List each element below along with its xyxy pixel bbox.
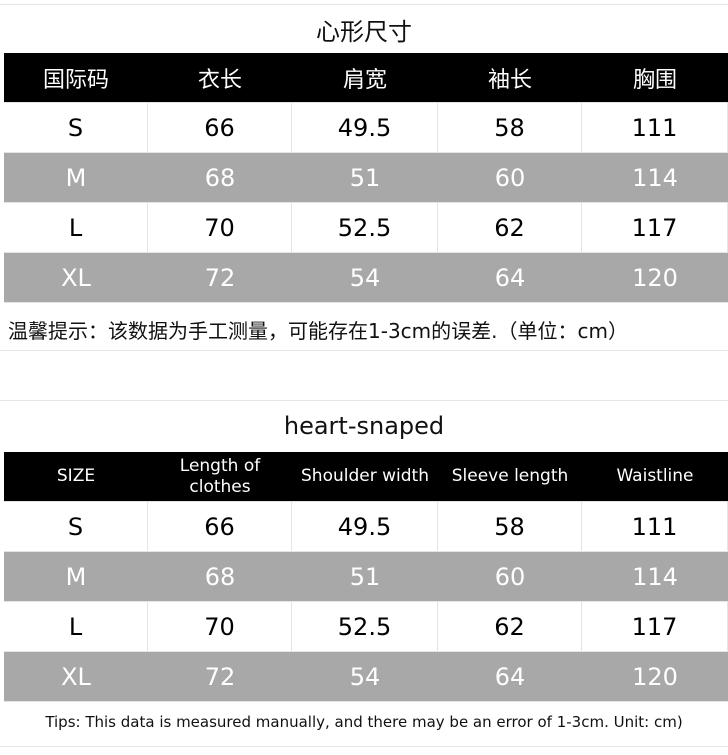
measure-cell: 49.5 <box>292 502 438 551</box>
measure-cell: 66 <box>148 103 292 152</box>
table-row: S 66 49.5 58 111 <box>4 502 728 552</box>
table-header-row: 国际码 衣长 肩宽 袖长 胸围 <box>4 53 728 103</box>
measure-cell: 52.5 <box>292 203 438 252</box>
size-cell: M <box>65 163 87 192</box>
measure-cell: 52.5 <box>292 602 438 651</box>
measure-cell: 60 <box>494 562 526 591</box>
measure-cell: 117 <box>582 203 728 252</box>
measure-cell: 68 <box>204 163 236 192</box>
measure-cell: 64 <box>494 662 526 691</box>
measure-cell: 114 <box>632 163 678 192</box>
measure-cell: 117 <box>582 602 728 651</box>
measure-cell: 51 <box>349 163 381 192</box>
cn-size-table: 国际码 衣长 肩宽 袖长 胸围 S 66 49.5 58 111 M 68 51 60 114 L 70 52.5… <box>4 53 728 303</box>
cn-note: 温馨提示：该数据为手工测量，可能存在1-3cm的误差.（单位：cm） <box>8 319 628 343</box>
size-cell: S <box>4 502 148 551</box>
column-header: Sleeve length <box>451 466 569 486</box>
column-header: 国际码 <box>42 67 109 93</box>
column-header: 衣长 <box>197 67 242 93</box>
table-row: XL 72 54 64 120 <box>4 253 728 303</box>
measure-cell: 66 <box>148 502 292 551</box>
size-cell: XL <box>61 662 91 691</box>
size-cell: XL <box>61 263 91 292</box>
size-cell: M <box>65 562 87 591</box>
column-header: SIZE <box>56 466 96 486</box>
size-cell: L <box>4 203 148 252</box>
table-row: M 68 51 60 114 <box>4 153 728 203</box>
column-header: Waistline <box>616 466 694 486</box>
measure-cell: 60 <box>494 163 526 192</box>
divider <box>0 350 728 351</box>
column-header: Length of clothes <box>179 455 261 497</box>
column-header: 袖长 <box>487 67 532 93</box>
measure-cell: 62 <box>438 203 582 252</box>
measure-cell: 49.5 <box>292 103 438 152</box>
measure-cell: 120 <box>632 662 678 691</box>
measure-cell: 68 <box>204 562 236 591</box>
measure-cell: 114 <box>632 562 678 591</box>
measure-cell: 54 <box>349 662 381 691</box>
table-row: XL 72 54 64 120 <box>4 652 728 702</box>
en-chart-title: heart-snaped <box>283 412 445 440</box>
measure-cell: 54 <box>349 263 381 292</box>
column-header: Shoulder width <box>301 466 429 486</box>
table-row: L 70 52.5 62 117 <box>4 203 728 253</box>
table-row: M 68 51 60 114 <box>4 552 728 602</box>
table-header-row: SIZE Length of clothes Shoulder width Sleev… <box>4 452 728 502</box>
measure-cell: 70 <box>148 203 292 252</box>
divider <box>0 746 728 747</box>
cn-chart-title: 心形尺寸 <box>316 18 412 46</box>
en-note: Tips: This data is measured manually, an… <box>45 713 683 731</box>
measure-cell: 111 <box>582 103 728 152</box>
measure-cell: 64 <box>494 263 526 292</box>
table-row: L 70 52.5 62 117 <box>4 602 728 652</box>
measure-cell: 120 <box>632 263 678 292</box>
measure-cell: 111 <box>582 502 728 551</box>
divider <box>0 4 728 5</box>
size-cell: L <box>4 602 148 651</box>
measure-cell: 70 <box>148 602 292 651</box>
measure-cell: 58 <box>438 502 582 551</box>
divider <box>0 400 728 401</box>
column-header: 胸围 <box>632 67 677 93</box>
column-header: 肩宽 <box>342 67 387 93</box>
en-size-table: SIZE Length of clothes Shoulder width Sleev… <box>4 452 728 702</box>
measure-cell: 62 <box>438 602 582 651</box>
measure-cell: 51 <box>349 562 381 591</box>
measure-cell: 72 <box>204 662 236 691</box>
table-row: S 66 49.5 58 111 <box>4 103 728 153</box>
measure-cell: 58 <box>438 103 582 152</box>
size-cell: S <box>4 103 148 152</box>
measure-cell: 72 <box>204 263 236 292</box>
